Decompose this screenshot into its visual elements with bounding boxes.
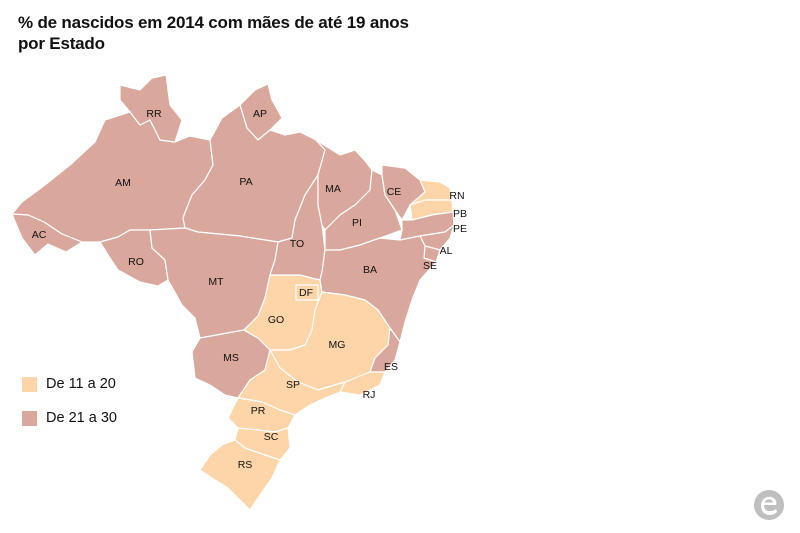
state-df xyxy=(295,284,319,301)
label-rn: RN xyxy=(449,190,464,202)
state-ce xyxy=(381,164,426,221)
label-pi: PI xyxy=(352,217,362,229)
legend-label-11-20: De 11 a 20 xyxy=(46,376,116,392)
legend-swatch-21-30 xyxy=(22,410,37,426)
label-ce: CE xyxy=(387,186,402,198)
label-ma: MA xyxy=(325,183,341,195)
label-ac: AC xyxy=(32,229,47,241)
title-line-2: por Estado xyxy=(18,34,105,53)
label-rs: RS xyxy=(238,459,253,471)
label-es: ES xyxy=(384,361,398,373)
label-ms: MS xyxy=(223,352,239,364)
state-rr xyxy=(119,74,183,143)
label-go: GO xyxy=(268,314,284,326)
label-sc: SC xyxy=(264,431,279,443)
title-line-1: % de nascidos em 2014 com mães de até 19… xyxy=(18,13,409,32)
label-ro: RO xyxy=(128,256,144,268)
label-pe: PE xyxy=(453,223,467,235)
label-rj: RJ xyxy=(363,389,376,401)
label-mg: MG xyxy=(329,339,346,351)
estadao-logo-icon xyxy=(754,490,784,520)
label-pa: PA xyxy=(239,176,252,188)
label-pb: PB xyxy=(453,208,467,220)
state-ac xyxy=(11,213,83,256)
label-ba: BA xyxy=(363,264,377,276)
label-mt: MT xyxy=(208,276,224,288)
label-sp: SP xyxy=(286,379,300,391)
legend-item-21-30: De 21 a 30 xyxy=(22,408,117,428)
label-rr: RR xyxy=(146,108,162,120)
map-title: % de nascidos em 2014 com mães de até 19… xyxy=(18,12,409,54)
label-am: AM xyxy=(115,177,131,189)
label-se: SE xyxy=(423,260,437,272)
legend-item-11-20: De 11 a 20 xyxy=(22,374,117,394)
label-al: AL xyxy=(440,245,453,257)
label-ap: AP xyxy=(253,108,267,120)
legend-label-21-30: De 21 a 30 xyxy=(46,410,117,426)
label-df: DF xyxy=(299,287,313,299)
state-rs xyxy=(199,439,281,511)
label-to: TO xyxy=(290,238,304,250)
label-pr: PR xyxy=(251,405,266,417)
legend-swatch-11-20 xyxy=(22,376,37,392)
legend: De 11 a 20 De 21 a 30 xyxy=(22,374,117,442)
